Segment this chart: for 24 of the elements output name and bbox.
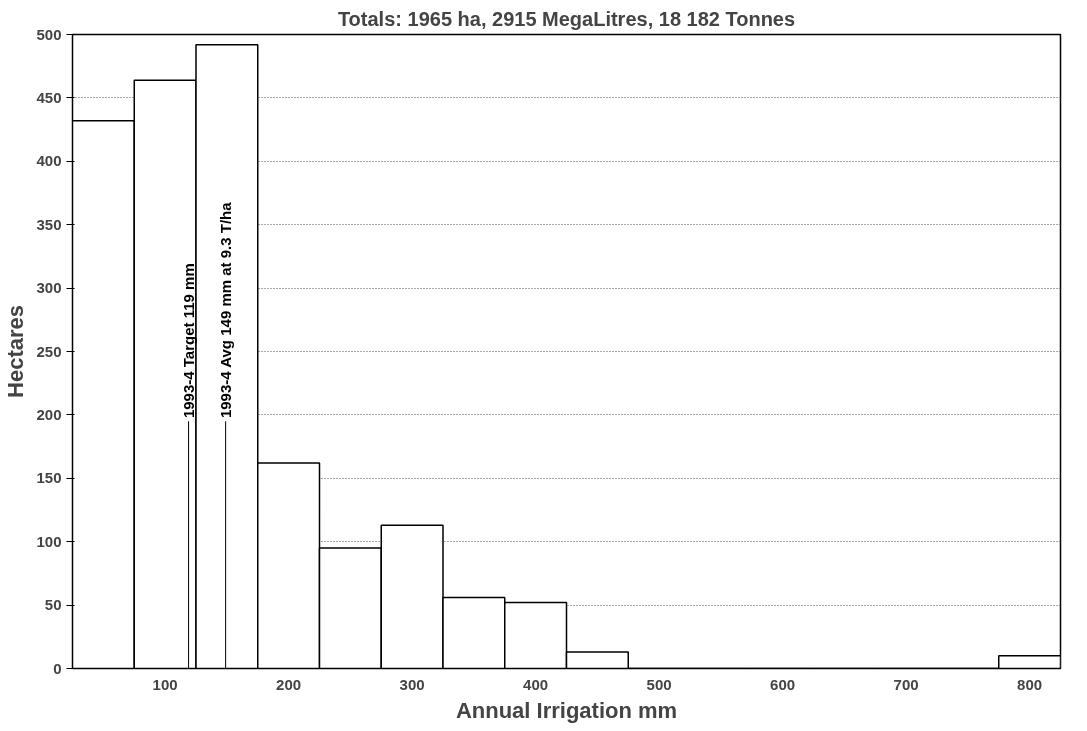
y-tick-label: 500 bbox=[36, 25, 62, 43]
y-tick-label: 300 bbox=[36, 279, 62, 297]
x-tick-label: 200 bbox=[276, 675, 302, 693]
y-tick-label: 100 bbox=[36, 532, 62, 550]
y-tick-label: 200 bbox=[36, 405, 62, 423]
x-tick-label: 600 bbox=[770, 675, 796, 693]
x-axis-title: Annual Irrigation mm bbox=[455, 697, 678, 723]
y-tick-label: 50 bbox=[44, 596, 62, 614]
chart-title: Totals: 1965 ha, 2915 MegaLitres, 18 182 Tonnes bbox=[337, 7, 796, 30]
y-tick-label: 0 bbox=[53, 659, 62, 677]
ref-line-label: 1993-4 Target 119 mm bbox=[180, 263, 198, 419]
x-tick-label: 800 bbox=[1017, 675, 1043, 693]
y-tick-label: 250 bbox=[36, 342, 62, 360]
y-tick-label: 150 bbox=[36, 469, 62, 487]
x-tick-label: 100 bbox=[152, 675, 178, 693]
x-tick-label: 300 bbox=[399, 675, 425, 693]
y-tick-label: 450 bbox=[36, 88, 62, 106]
x-tick-label: 700 bbox=[893, 675, 919, 693]
y-axis-title: Hectares bbox=[3, 305, 29, 398]
y-tick-label: 400 bbox=[36, 152, 62, 170]
y-tick-label: 350 bbox=[36, 215, 62, 233]
x-tick-label: 500 bbox=[646, 675, 672, 693]
ref-line-label: 1993-4 Avg 149 mm at 9.3 T/ha bbox=[217, 201, 235, 419]
x-tick-label: 400 bbox=[523, 675, 549, 693]
